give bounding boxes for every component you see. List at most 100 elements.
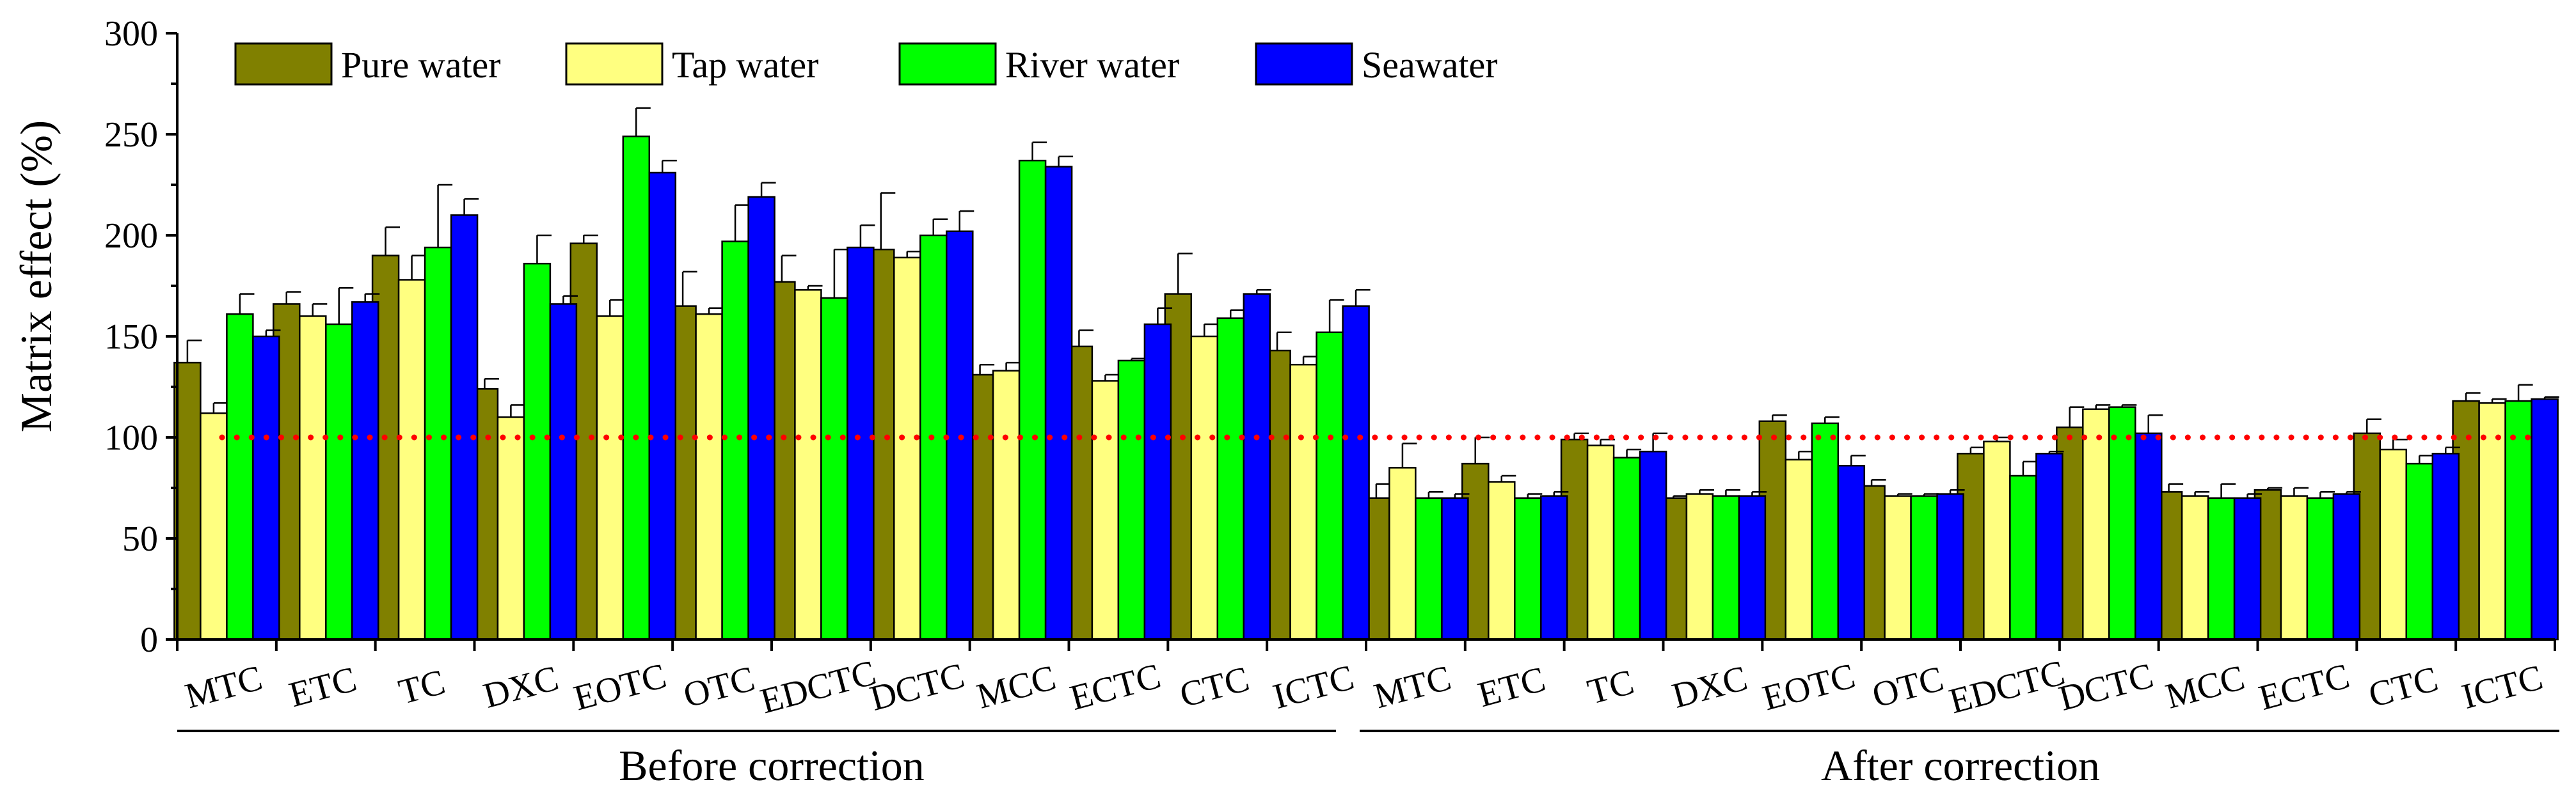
bar-river-water-edctc xyxy=(2009,475,2037,641)
group-label-before: Before correction xyxy=(619,741,925,790)
bar-river-water-tc xyxy=(424,246,452,641)
bar-river-water-etc xyxy=(325,323,353,641)
category-label-etc: ETC xyxy=(1474,659,1550,715)
category-label-eotc: EOTC xyxy=(569,656,670,719)
bar-seawater-ctc xyxy=(1243,293,1271,641)
legend-label-pure-water: Pure water xyxy=(341,44,501,86)
category-label-eotc: EOTC xyxy=(1758,656,1859,719)
bar-river-water-otc xyxy=(721,240,749,641)
category-label-tc: TC xyxy=(1584,662,1638,712)
bar-tap-water-otc xyxy=(1884,495,1912,641)
bar-seawater-ectc xyxy=(1143,323,1172,641)
category-label-ctc: CTC xyxy=(2365,659,2442,716)
bar-seawater-mcc xyxy=(1044,166,1073,641)
category-label-mtc: MTC xyxy=(181,658,266,716)
bar-river-water-ectc xyxy=(1117,359,1146,641)
bar-seawater-mcc xyxy=(2233,497,2262,641)
category-label-etc: ETC xyxy=(285,659,361,715)
category-label-ictc: ICTC xyxy=(1269,657,1358,717)
y-tick-label: 50 xyxy=(122,519,158,559)
bar-tap-water-dxc xyxy=(1685,493,1714,641)
bar-river-water-ctc xyxy=(2405,462,2434,641)
bar-river-water-tc xyxy=(1612,457,1641,641)
bar-seawater-tc xyxy=(450,214,479,641)
y-tick-label: 250 xyxy=(104,115,158,155)
legend-label-seawater: Seawater xyxy=(1362,44,1498,86)
category-label-ectc: ECTC xyxy=(2255,656,2353,718)
category-label-edctc: EDCTC xyxy=(756,653,880,721)
group-labels: Before correction After correction xyxy=(177,730,2559,790)
legend-label-river-water: River water xyxy=(1005,44,1179,86)
bar-tap-water-otc xyxy=(695,313,723,641)
bar-river-water-dctc xyxy=(2108,406,2136,641)
category-label-otc: OTC xyxy=(1868,659,1948,716)
bar-tap-water-edctc xyxy=(794,289,822,641)
bar-tap-water-ectc xyxy=(1091,380,1120,641)
bar-seawater-mtc xyxy=(1441,497,1469,641)
legend-swatch-tap-water xyxy=(565,42,664,86)
bar-tap-water-mtc xyxy=(1388,467,1417,641)
bar-tap-water-etc xyxy=(299,315,327,641)
bar-river-water-mtc xyxy=(1415,497,1443,641)
legend-swatch-river-water xyxy=(898,42,997,86)
y-tick-label: 150 xyxy=(104,317,158,357)
bar-tap-water-dctc xyxy=(2082,408,2110,641)
legend-swatch-seawater xyxy=(1255,42,1353,86)
y-tick-label: 200 xyxy=(104,216,158,256)
bar-tap-water-mcc xyxy=(992,370,1021,641)
bar-tap-water-ictc xyxy=(1289,363,1317,641)
bar-river-water-mtc xyxy=(226,313,254,641)
bar-river-water-mcc xyxy=(2207,497,2236,641)
bar-river-water-otc xyxy=(1910,495,1938,641)
category-label-otc: OTC xyxy=(680,659,759,716)
bar-seawater-etc xyxy=(1540,495,1568,641)
bar-seawater-mtc xyxy=(252,335,280,641)
bar-tap-water-eotc xyxy=(596,315,624,641)
y-tick-label: 100 xyxy=(104,418,158,458)
bar-seawater-ictc xyxy=(1342,305,1370,641)
bar-seawater-ctc xyxy=(2431,453,2460,641)
y-tick-label: 0 xyxy=(140,620,158,660)
bar-tap-water-etc xyxy=(1488,481,1516,641)
bar-river-water-dxc xyxy=(1712,495,1740,641)
bar-seawater-eotc xyxy=(648,171,677,641)
bar-seawater-dxc xyxy=(1738,495,1767,641)
bar-seawater-edctc xyxy=(847,246,875,641)
legend-swatch-pure-water xyxy=(234,42,333,86)
category-label-dxc: DXC xyxy=(479,658,562,716)
bar-seawater-ictc xyxy=(2531,398,2559,641)
bar-seawater-edctc xyxy=(2035,453,2063,641)
bar-tap-water-ectc xyxy=(2280,495,2309,641)
bar-river-water-eotc xyxy=(1811,422,1840,641)
y-axis-label: Matrix effect (%) xyxy=(12,120,61,432)
category-label-tc: TC xyxy=(395,662,449,712)
category-label-dxc: DXC xyxy=(1668,658,1751,716)
bar-tap-water-mcc xyxy=(2181,495,2209,641)
bar-tap-water-ctc xyxy=(2379,448,2408,641)
bar-tap-water-edctc xyxy=(1983,441,2011,641)
category-label-ectc: ECTC xyxy=(1066,656,1165,718)
category-label-mcc: MCC xyxy=(973,658,1060,717)
bar-tap-water-eotc xyxy=(1785,459,1813,641)
bar-seawater-ectc xyxy=(2332,493,2361,641)
bar-tap-water-dctc xyxy=(893,256,921,641)
bar-river-water-mcc xyxy=(1018,159,1047,641)
bar-river-water-ectc xyxy=(2306,497,2335,641)
bar-seawater-eotc xyxy=(1837,464,1866,641)
bar-river-water-ictc xyxy=(1316,331,1344,641)
bar-tap-water-ctc xyxy=(1190,335,1219,641)
legend-label-tap-water: Tap water xyxy=(672,44,818,86)
bar-river-water-edctc xyxy=(820,297,848,641)
category-label-ctc: CTC xyxy=(1176,659,1253,716)
category-label-mcc: MCC xyxy=(2161,658,2248,717)
bar-seawater-dxc xyxy=(549,303,578,641)
bar-tap-water-dxc xyxy=(497,416,525,641)
category-label-ictc: ICTC xyxy=(2458,657,2547,717)
group-label-after: After correction xyxy=(1821,741,2100,790)
bar-seawater-otc xyxy=(747,196,775,641)
category-label-edctc: EDCTC xyxy=(1945,653,2069,721)
bar-pure-water-mtc xyxy=(173,361,202,641)
bar-seawater-dctc xyxy=(2135,432,2163,641)
category-label-mtc: MTC xyxy=(1370,658,1455,716)
